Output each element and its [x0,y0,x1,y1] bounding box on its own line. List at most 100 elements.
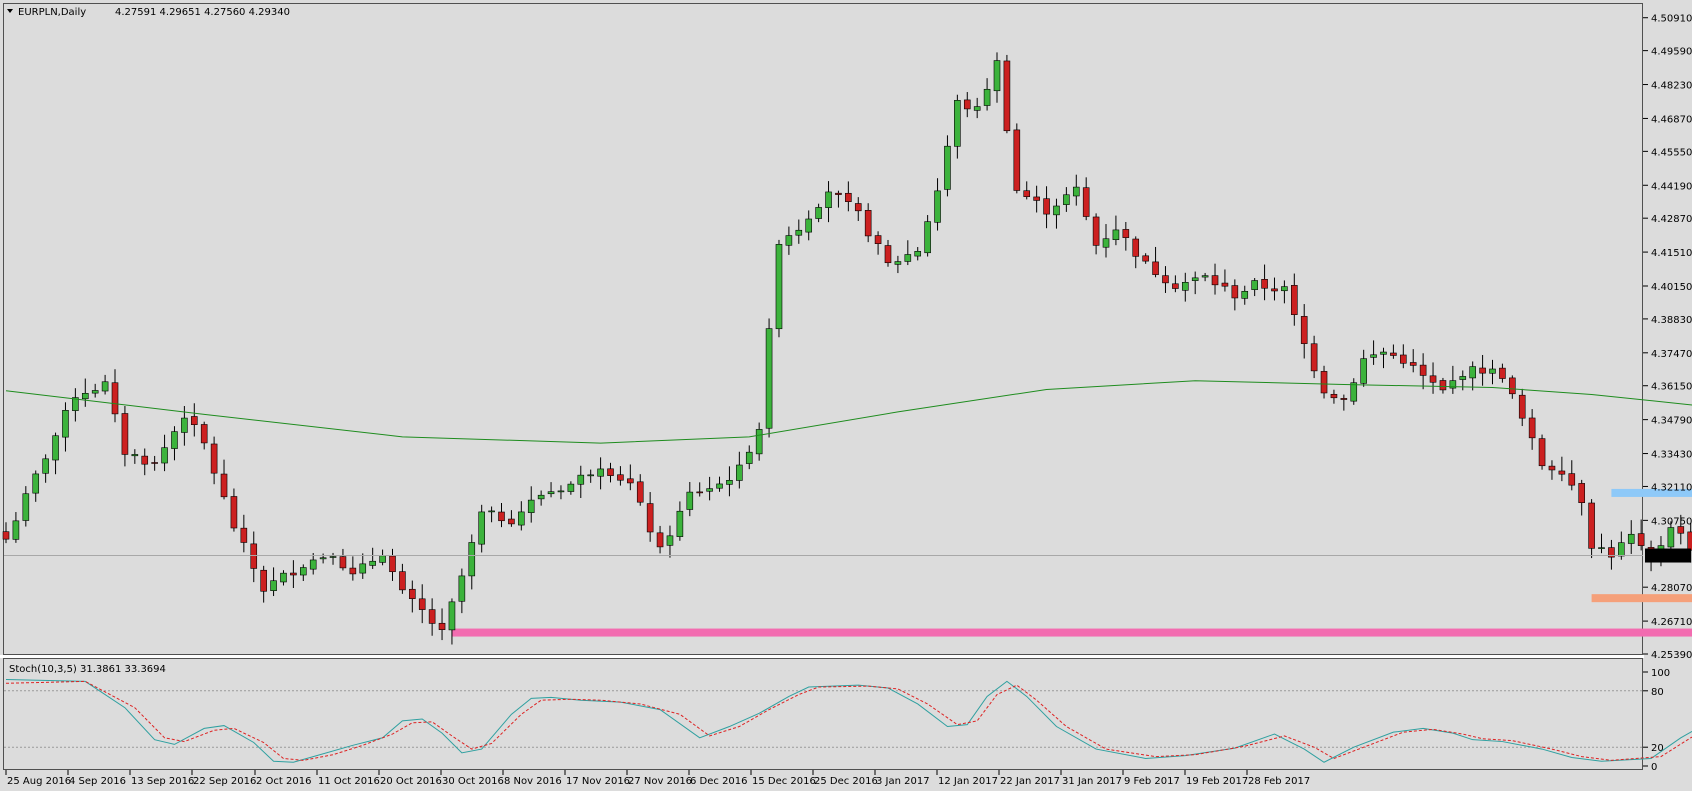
time-tick-label: 2 Oct 2016 [256,776,311,787]
candle-body [904,254,912,262]
candle-body [1043,198,1050,215]
candle-body [52,435,59,461]
candle-body [42,458,49,474]
candle-body [1400,354,1407,364]
price-tick-label: 4.44190 [1651,181,1692,192]
candle-body [736,464,743,481]
candle-body [220,473,228,498]
candle-body [587,474,594,477]
candle-body [1320,371,1328,394]
candle-body [1360,358,1367,384]
time-tick-label: 25 Aug 2016 [7,776,71,787]
candle-body [1608,547,1615,558]
candle-body [72,397,79,411]
price-tick-label: 4.46870 [1651,114,1692,125]
candle-body [468,542,476,577]
candle-body [884,245,892,264]
candle-body [854,203,862,212]
time-tick-label: 9 Feb 2017 [1124,776,1180,787]
candle-body [805,218,813,233]
candle-body [12,520,20,540]
price-axis: 4.50910 4.49590 4.48230 4.46870 4.45550 4.441… [4,14,1692,661]
candle-body [1201,275,1209,278]
candle-body [161,447,168,464]
candle-body [1350,382,1358,402]
candle-body [1588,502,1595,549]
candle-body [1142,255,1149,262]
price-tick-label: 4.32110 [1651,482,1692,493]
price-tick-label: 4.33430 [1651,450,1692,461]
time-tick-label: 19 Feb 2017 [1186,776,1248,787]
candle-body [299,567,307,576]
candle-body [864,210,872,237]
stochastic-label: Stoch(10,3,5) 31.3861 33.3694 [9,664,166,675]
candle-body [141,455,149,465]
candle-body [111,382,119,415]
candle-body [32,473,40,494]
price-tick-label: 4.42870 [1651,214,1692,225]
candle-body [1271,288,1278,292]
price-tick-label: 4.50910 [1651,14,1692,25]
ohlc-values: 4.27591 4.29651 4.27560 4.29340 [115,7,290,18]
candle-body [280,572,287,583]
candle-body [349,567,357,575]
time-tick-label: 15 Dec 2016 [752,776,816,787]
candle-body [448,601,456,631]
candle-body [369,560,376,566]
price-tick-label: 4.37470 [1651,349,1692,360]
candle-body [755,429,763,455]
candle-body [91,390,99,394]
candle-body [944,145,951,190]
candle-body [260,569,267,592]
time-tick-label: 27 Nov 2016 [628,776,692,787]
price-panel-border [3,3,1643,655]
zone-low [451,628,1692,637]
candle-body [200,424,208,444]
candle-body [1459,376,1467,380]
candle-body [1677,526,1685,534]
candle-body [894,261,902,265]
candle-body [716,483,723,489]
candle-body [1310,343,1318,372]
price-axis-background [1644,0,1692,791]
time-tick-label: 6 Dec 2016 [690,776,748,787]
candle-body [706,488,713,492]
candle-body [1152,261,1159,275]
candle-body [646,503,654,533]
candle-body [1499,367,1506,379]
candle-body [1509,377,1516,395]
candle-body [835,192,842,195]
candle-body [240,527,248,543]
candle-body [22,493,30,521]
zone-resistance [1611,488,1692,497]
stoch-main-line [5,679,1692,763]
candle-body [1429,375,1437,383]
candle-body [666,535,674,546]
candlestick-series [2,52,1692,645]
collapse-triangle-icon[interactable] [7,9,13,13]
candle-body [2,531,10,540]
moving-average-line [5,380,1692,444]
candle-body [1063,194,1070,205]
time-tick-label: 4 Sep 2016 [69,776,126,787]
indicator-panel-background [0,658,1644,770]
current-price-tag [1645,548,1691,563]
candle-body [290,572,297,576]
time-tick-label: 20 Oct 2016 [380,776,442,787]
candle-body [62,410,69,438]
candle-body [428,609,436,624]
time-tick-label: 28 Feb 2017 [1248,776,1310,787]
candle-body [250,543,258,569]
candle-body [1538,438,1546,467]
candle-body [993,60,1001,92]
candle-body [1598,547,1605,549]
candle-body [101,381,109,392]
candle-body [1112,229,1120,241]
candle-body [1637,533,1645,546]
candle-body [389,555,396,573]
candle-body [1172,283,1179,289]
candle-body [1380,351,1387,355]
stochastic-oscillator: 100 80 20 0 [4,668,1692,773]
candle-body [914,251,922,257]
